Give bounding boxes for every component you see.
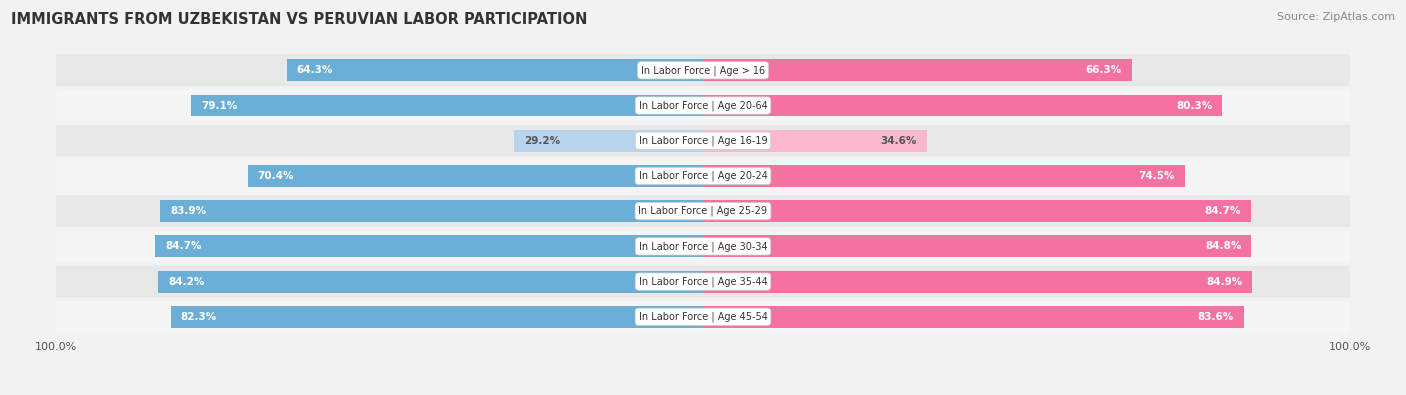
FancyBboxPatch shape	[56, 125, 1350, 156]
Bar	[703, 200, 1251, 222]
Bar	[155, 235, 703, 257]
Text: 84.7%: 84.7%	[165, 241, 201, 251]
Text: 84.7%: 84.7%	[1205, 206, 1241, 216]
Bar	[703, 94, 1222, 117]
Text: 80.3%: 80.3%	[1177, 100, 1212, 111]
Text: 82.3%: 82.3%	[180, 312, 217, 322]
Text: In Labor Force | Age > 16: In Labor Force | Age > 16	[641, 65, 765, 75]
Text: 83.6%: 83.6%	[1198, 312, 1234, 322]
Text: IMMIGRANTS FROM UZBEKISTAN VS PERUVIAN LABOR PARTICIPATION: IMMIGRANTS FROM UZBEKISTAN VS PERUVIAN L…	[11, 12, 588, 27]
Text: Source: ZipAtlas.com: Source: ZipAtlas.com	[1277, 12, 1395, 22]
Text: 64.3%: 64.3%	[297, 65, 333, 75]
FancyBboxPatch shape	[56, 266, 1350, 297]
Bar	[247, 165, 703, 187]
Text: In Labor Force | Age 20-24: In Labor Force | Age 20-24	[638, 171, 768, 181]
Bar	[247, 165, 703, 187]
Text: 66.3%: 66.3%	[1085, 65, 1122, 75]
Bar	[191, 94, 703, 117]
Text: In Labor Force | Age 16-19: In Labor Force | Age 16-19	[638, 135, 768, 146]
Text: 84.8%: 84.8%	[1205, 241, 1241, 251]
Bar	[159, 271, 703, 293]
FancyBboxPatch shape	[56, 231, 1350, 262]
Text: 84.9%: 84.9%	[1206, 276, 1243, 287]
Bar	[170, 306, 703, 328]
Bar	[703, 306, 1244, 328]
Bar	[703, 59, 1132, 81]
Text: In Labor Force | Age 35-44: In Labor Force | Age 35-44	[638, 276, 768, 287]
Bar	[515, 130, 703, 152]
FancyBboxPatch shape	[56, 90, 1350, 121]
Text: In Labor Force | Age 20-64: In Labor Force | Age 20-64	[638, 100, 768, 111]
Text: 70.4%: 70.4%	[257, 171, 294, 181]
Text: 79.1%: 79.1%	[201, 100, 238, 111]
FancyBboxPatch shape	[56, 195, 1350, 227]
Text: 84.2%: 84.2%	[169, 276, 204, 287]
Bar	[155, 235, 703, 257]
Text: 29.2%: 29.2%	[524, 136, 560, 146]
Text: 74.5%: 74.5%	[1139, 171, 1175, 181]
Text: 34.6%: 34.6%	[880, 136, 917, 146]
Legend: Immigrants from Uzbekistan, Peruvian: Immigrants from Uzbekistan, Peruvian	[547, 392, 859, 395]
Text: In Labor Force | Age 25-29: In Labor Force | Age 25-29	[638, 206, 768, 216]
Bar	[703, 271, 1253, 293]
Bar	[191, 94, 703, 117]
Bar	[703, 235, 1251, 257]
FancyBboxPatch shape	[56, 301, 1350, 333]
FancyBboxPatch shape	[56, 160, 1350, 192]
Bar	[703, 130, 927, 152]
Text: In Labor Force | Age 30-34: In Labor Force | Age 30-34	[638, 241, 768, 252]
Bar	[159, 271, 703, 293]
Bar	[703, 165, 1185, 187]
FancyBboxPatch shape	[56, 55, 1350, 86]
Bar	[160, 200, 703, 222]
Text: 83.9%: 83.9%	[170, 206, 207, 216]
Bar	[170, 306, 703, 328]
Bar	[160, 200, 703, 222]
Text: In Labor Force | Age 45-54: In Labor Force | Age 45-54	[638, 312, 768, 322]
Bar	[287, 59, 703, 81]
Bar	[515, 130, 703, 152]
Bar	[287, 59, 703, 81]
